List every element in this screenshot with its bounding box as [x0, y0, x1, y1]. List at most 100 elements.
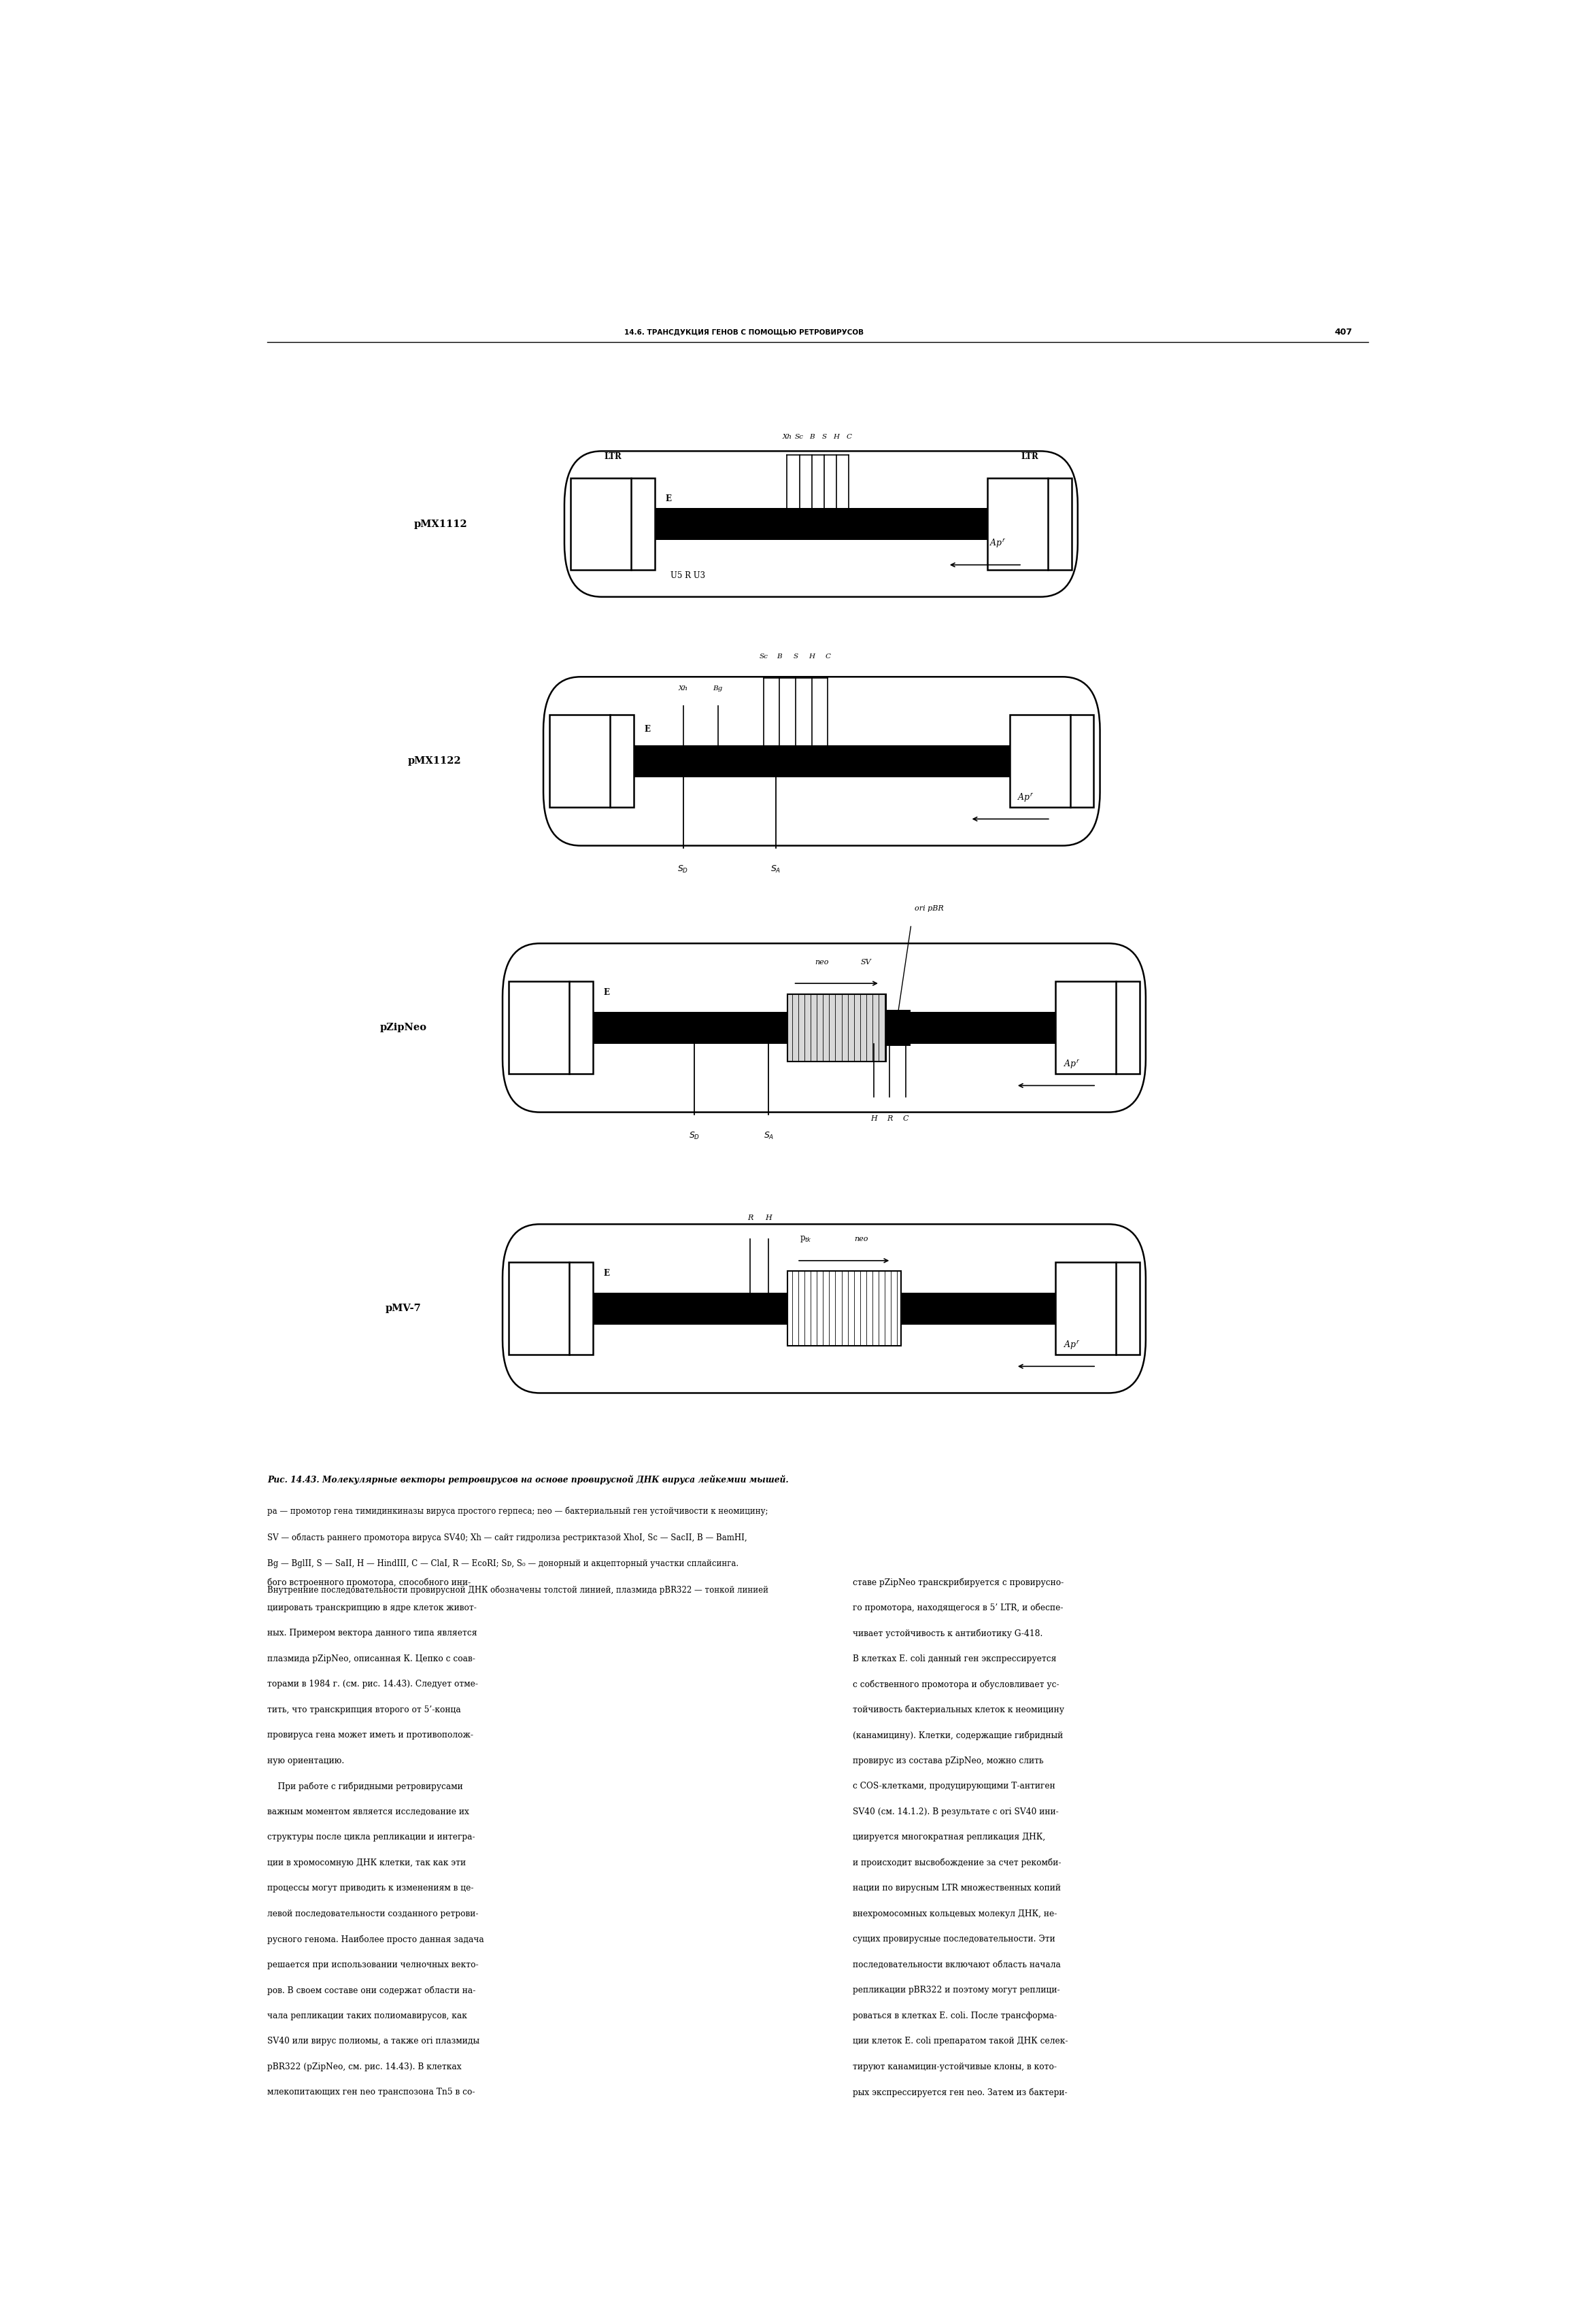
- Text: структуры после цикла репликации и интегра-: структуры после цикла репликации и интег…: [268, 1833, 476, 1842]
- Text: U5 R U3: U5 R U3: [670, 570, 705, 579]
- Text: S: S: [822, 434, 827, 441]
- Text: решается при использовании челночных векто-: решается при использовании челночных век…: [268, 1959, 479, 1969]
- Text: E: E: [603, 1269, 610, 1279]
- Text: Внутренние последовательности провирусной ДНК обозначены толстой линией, плазмид: Внутренние последовательности провирусно…: [268, 1586, 769, 1595]
- Text: ции в хромосомную ДНК клетки, так как эти: ции в хромосомную ДНК клетки, так как эт…: [268, 1858, 466, 1867]
- Text: Bg — BglII, S — SaII, H — HindIII, C — ClaI, R — EcoRI; Sᴅ, S₀ — донорный и акце: Bg — BglII, S — SaII, H — HindIII, C — C…: [268, 1560, 739, 1567]
- Text: E: E: [645, 725, 650, 734]
- Text: нации по вирусным LTR множественных копий: нации по вирусным LTR множественных копи…: [852, 1883, 1061, 1893]
- Text: $S_D$: $S_D$: [689, 1131, 701, 1142]
- FancyBboxPatch shape: [503, 944, 1146, 1112]
- Bar: [509, 1262, 592, 1355]
- Text: SV40 (см. 14.1.2). В результате с ori SV40 ини-: SV40 (см. 14.1.2). В результате с ori SV…: [852, 1807, 1058, 1816]
- Text: важным моментом является исследование их: важным моментом является исследование их: [268, 1807, 469, 1816]
- Text: H: H: [809, 653, 816, 660]
- Text: и происходит высвобождение за счет рекомби-: и происходит высвобождение за счет реком…: [852, 1858, 1061, 1867]
- Text: $S_D$: $S_D$: [678, 865, 688, 875]
- Text: S: S: [793, 653, 798, 660]
- Bar: [787, 995, 886, 1062]
- Text: При работе с гибридными ретровирусами: При работе с гибридными ретровирусами: [268, 1782, 463, 1791]
- Text: pMX1122: pMX1122: [407, 757, 461, 766]
- Bar: [592, 1011, 1055, 1043]
- Text: Ap$^r$: Ap$^r$: [1018, 792, 1034, 803]
- Text: LTR: LTR: [603, 452, 621, 462]
- Text: 14.6. ТРАНСДУКЦИЯ ГЕНОВ С ПОМОЩЬЮ РЕТРОВИРУСОВ: 14.6. ТРАНСДУКЦИЯ ГЕНОВ С ПОМОЩЬЮ РЕТРОВ…: [624, 328, 863, 335]
- Text: Sc: Sc: [760, 653, 768, 660]
- Text: Sc: Sc: [795, 434, 804, 441]
- Text: LTR: LTR: [1021, 452, 1039, 462]
- Text: E: E: [603, 988, 610, 997]
- Text: C: C: [825, 653, 830, 660]
- Text: C: C: [846, 434, 852, 441]
- Bar: [1010, 715, 1093, 808]
- Text: чивает устойчивость к антибиотику G-418.: чивает устойчивость к антибиотику G-418.: [852, 1629, 1042, 1639]
- Text: Bg: Bg: [713, 685, 723, 692]
- Text: C: C: [903, 1115, 908, 1122]
- Text: pZipNeo: pZipNeo: [380, 1022, 428, 1032]
- Bar: [654, 508, 988, 540]
- Text: pMV-7: pMV-7: [386, 1304, 421, 1313]
- Text: ров. В своем составе они содержат области на-: ров. В своем составе они содержат област…: [268, 1985, 476, 1994]
- Text: последовательности включают область начала: последовательности включают область нача…: [852, 1959, 1061, 1969]
- Bar: [1055, 1262, 1140, 1355]
- Text: циируется многократная репликация ДНК,: циируется многократная репликация ДНК,: [852, 1833, 1045, 1842]
- Text: B: B: [809, 434, 814, 441]
- Text: ori pBR: ori pBR: [915, 905, 943, 912]
- Text: $S_A$: $S_A$: [771, 865, 780, 875]
- Text: ставе pZipNeo транскрибируется с провирусно-: ставе pZipNeo транскрибируется с провиру…: [852, 1579, 1063, 1588]
- Text: pBR322 (pZipNeo, см. рис. 14.43). В клетках: pBR322 (pZipNeo, см. рис. 14.43). В клет…: [268, 2063, 461, 2070]
- Text: циировать транскрипцию в ядре клеток живот-: циировать транскрипцию в ядре клеток жив…: [268, 1604, 477, 1613]
- Text: 407: 407: [1334, 328, 1352, 337]
- Text: В клетках E. coli данный ген экспрессируется: В клетках E. coli данный ген экспрессиру…: [852, 1655, 1057, 1664]
- Text: ции клеток E. coli препаратом такой ДНК селек-: ции клеток E. coli препаратом такой ДНК …: [852, 2038, 1068, 2045]
- Text: SV: SV: [860, 958, 871, 965]
- Bar: [988, 478, 1071, 570]
- Text: сущих провирусные последовательности. Эти: сущих провирусные последовательности. Эт…: [852, 1934, 1055, 1943]
- Text: провируса гена может иметь и противополож-: провируса гена может иметь и противополо…: [268, 1731, 474, 1740]
- Bar: [634, 745, 1010, 778]
- Text: (канамицину). Клетки, содержащие гибридный: (канамицину). Клетки, содержащие гибридн…: [852, 1731, 1063, 1740]
- Text: SV — область раннего промотора вируса SV40; Xh — сайт гидролиза рестриктазой Xho: SV — область раннего промотора вируса SV…: [268, 1533, 747, 1542]
- Text: русного генома. Наиболее просто данная задача: русного генома. Наиболее просто данная з…: [268, 1934, 484, 1943]
- Text: рых экспрессируется ген neo. Затем из бактери-: рых экспрессируется ген neo. Затем из ба…: [852, 2089, 1068, 2098]
- Text: млекопитающих ген neo транспозона Tn5 в со-: млекопитающих ген neo транспозона Tn5 в …: [268, 2089, 476, 2096]
- Text: ра — промотор гена тимидинкиназы вируса простого герпеса; neo — бактериальный ге: ра — промотор гена тимидинкиназы вируса …: [268, 1507, 768, 1516]
- Text: neo: neo: [816, 958, 828, 965]
- Text: внехромосомных кольцевых молекул ДНК, не-: внехромосомных кольцевых молекул ДНК, не…: [852, 1909, 1057, 1918]
- Text: плазмида pZipNeo, описанная К. Цепко с соав-: плазмида pZipNeo, описанная К. Цепко с с…: [268, 1655, 476, 1664]
- Text: репликации pBR322 и поэтому могут реплици-: репликации pBR322 и поэтому могут реплиц…: [852, 1985, 1060, 1994]
- Text: Xh: Xh: [678, 685, 688, 692]
- Text: Ap$^r$: Ap$^r$: [990, 538, 1005, 549]
- Bar: [787, 1272, 900, 1346]
- Text: бого встроенного промотора, способного ини-: бого встроенного промотора, способного и…: [268, 1579, 471, 1588]
- Bar: [592, 1292, 1055, 1325]
- Bar: [886, 1011, 911, 1046]
- Text: B: B: [777, 653, 782, 660]
- Text: ную ориентацию.: ную ориентацию.: [268, 1756, 345, 1766]
- Text: pMX1112: pMX1112: [413, 519, 468, 529]
- Text: ных. Примером вектора данного типа является: ных. Примером вектора данного типа являе…: [268, 1629, 477, 1639]
- Text: го промотора, находящегося в 5’ LTR, и обеспе-: го промотора, находящегося в 5’ LTR, и о…: [852, 1604, 1063, 1613]
- Text: H: H: [870, 1115, 878, 1122]
- FancyBboxPatch shape: [503, 1223, 1146, 1394]
- Bar: [509, 981, 592, 1073]
- Text: роваться в клетках E. coli. После трансформа-: роваться в клетках E. coli. После трансф…: [852, 2010, 1057, 2019]
- Text: тойчивость бактериальных клеток к неомицину: тойчивость бактериальных клеток к неомиц…: [852, 1706, 1065, 1715]
- Text: Ap$^r$: Ap$^r$: [1063, 1059, 1080, 1071]
- Text: SV40 или вирус полиомы, а также ori плазмиды: SV40 или вирус полиомы, а также ori плаз…: [268, 2038, 480, 2045]
- Text: Рис. 14.43. Молекулярные векторы ретровирусов на основе провирусной ДНК вируса л: Рис. 14.43. Молекулярные векторы ретрови…: [268, 1475, 788, 1484]
- Bar: [1055, 981, 1140, 1073]
- Text: с COS-клетками, продуцирующими Т-антиген: с COS-клетками, продуцирующими Т-антиген: [852, 1782, 1055, 1791]
- Text: E: E: [666, 494, 672, 503]
- Text: Ap$^r$: Ap$^r$: [1063, 1339, 1080, 1350]
- Text: H: H: [764, 1214, 772, 1221]
- Text: p$_{\mathit{tk}}$: p$_{\mathit{tk}}$: [800, 1235, 812, 1244]
- Text: процессы могут приводить к изменениям в це-: процессы могут приводить к изменениям в …: [268, 1883, 474, 1893]
- Text: с собственного промотора и обусловливает ус-: с собственного промотора и обусловливает…: [852, 1680, 1060, 1689]
- FancyBboxPatch shape: [565, 450, 1077, 598]
- Bar: [571, 478, 654, 570]
- Text: чала репликации таких полиомавирусов, как: чала репликации таких полиомавирусов, ка…: [268, 2010, 468, 2019]
- Text: $S_A$: $S_A$: [763, 1131, 774, 1142]
- Text: тить, что транскрипция второго от 5’-конца: тить, что транскрипция второго от 5’-кон…: [268, 1706, 461, 1715]
- Text: торами в 1984 г. (см. рис. 14.43). Следует отме-: торами в 1984 г. (см. рис. 14.43). Следу…: [268, 1680, 479, 1689]
